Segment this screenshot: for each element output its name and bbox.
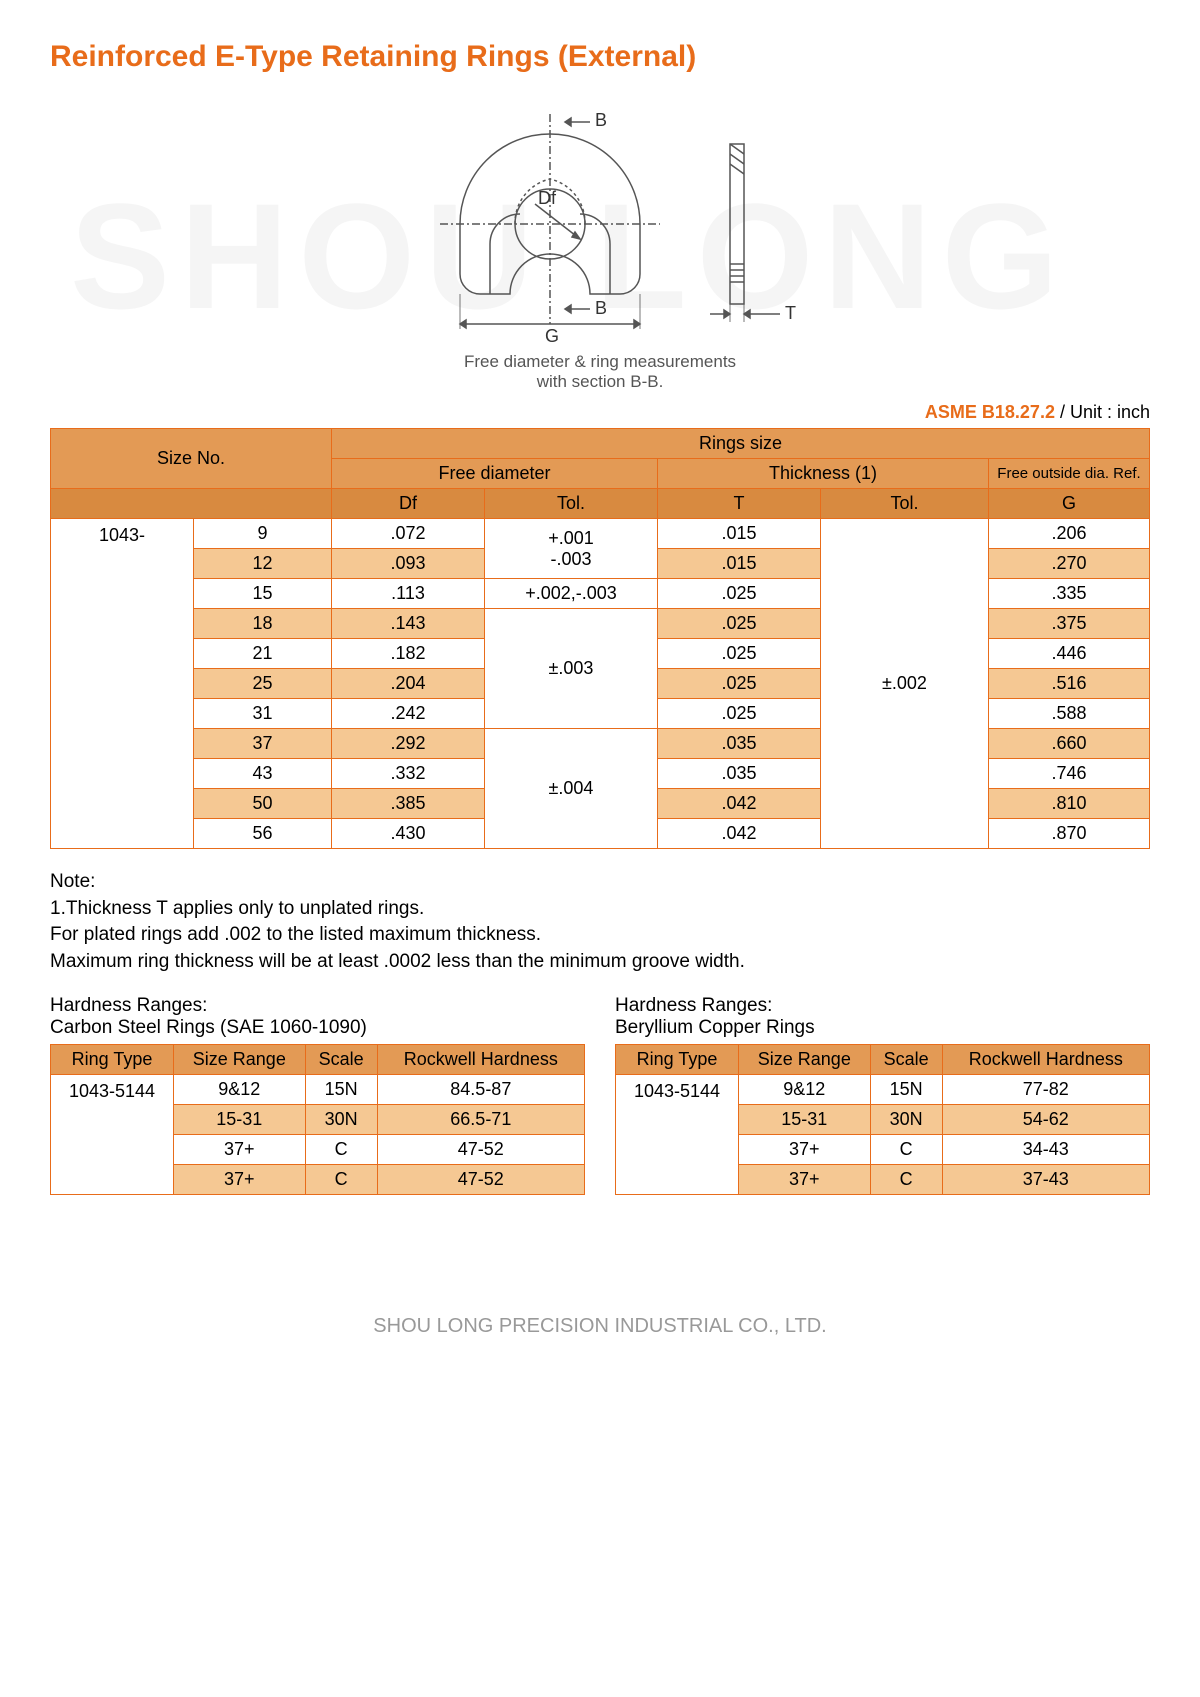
svg-text:Df: Df xyxy=(538,188,557,208)
spec-standard: ASME B18.27.2 / Unit : inch xyxy=(50,402,1150,423)
page-title: Reinforced E-Type Retaining Rings (Exter… xyxy=(50,40,1150,74)
technical-diagram: B B Df G T Free diameter & ring measurem… xyxy=(50,94,1150,392)
table-row: 1043-51449&1215N77-82 xyxy=(616,1075,1150,1105)
note-text: Note: 1.Thickness T applies only to unpl… xyxy=(50,869,1150,975)
svg-text:G: G xyxy=(545,326,559,344)
svg-text:T: T xyxy=(785,303,796,323)
hardness-beryllium-title: Hardness Ranges:Beryllium Copper Rings xyxy=(615,995,1150,1039)
hardness-carbon-title: Hardness Ranges:Carbon Steel Rings (SAE … xyxy=(50,995,585,1039)
main-spec-table: Size No. Rings size Free diameter Thickn… xyxy=(50,428,1150,849)
hardness-carbon-table: Ring TypeSize RangeScaleRockwell Hardnes… xyxy=(50,1044,585,1195)
svg-text:B: B xyxy=(595,110,607,130)
hardness-beryllium-table: Ring TypeSize RangeScaleRockwell Hardnes… xyxy=(615,1044,1150,1195)
table-row: 1043-51449&1215N84.5-87 xyxy=(51,1075,585,1105)
svg-text:B: B xyxy=(595,298,607,318)
table-row: 1043- 9.072 +.001-.003 .015 ±.002 .206 xyxy=(51,519,1150,549)
footer-company: SHOU LONG PRECISION INDUSTRIAL CO., LTD. xyxy=(50,1315,1150,1338)
